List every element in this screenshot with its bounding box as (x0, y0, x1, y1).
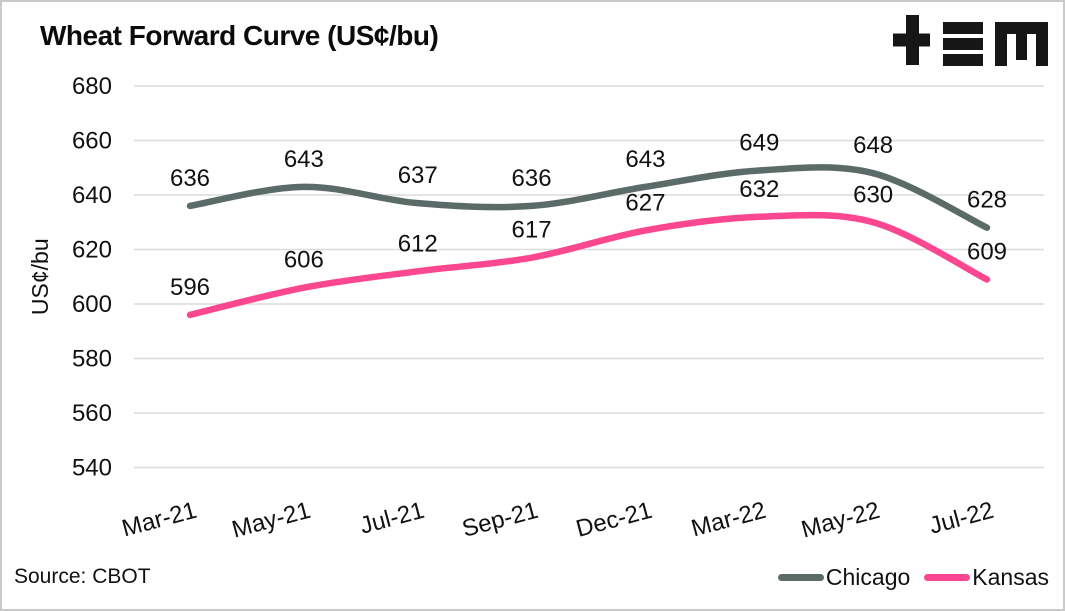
data-label-chicago: 636 (170, 165, 210, 192)
y-axis-label: US¢/bu (27, 238, 53, 315)
x-tick-label: Sep-21 (459, 497, 541, 543)
y-tick-label: 600 (72, 291, 112, 318)
y-tick-label: 660 (72, 128, 112, 155)
data-label-chicago: 628 (967, 187, 1007, 214)
data-label-kansas: 596 (170, 274, 210, 301)
y-tick-label: 680 (72, 73, 112, 100)
x-tick-label: Jul-22 (926, 497, 996, 540)
data-label-kansas: 609 (967, 238, 1007, 265)
data-label-chicago: 637 (398, 162, 438, 189)
x-tick-label: Dec-21 (573, 497, 655, 543)
chicago-line-swatch (777, 574, 824, 581)
x-tick-label: May-21 (229, 497, 313, 544)
data-label-chicago: 636 (512, 165, 552, 192)
kansas-line-swatch (924, 574, 971, 581)
x-tick-label: Mar-21 (119, 497, 199, 543)
y-tick-label: 560 (72, 400, 112, 427)
data-label-kansas: 617 (512, 217, 552, 244)
y-tick-label: 580 (72, 346, 112, 373)
data-label-chicago: 649 (739, 129, 779, 156)
x-tick-label: Jul-21 (357, 497, 427, 540)
chart-legend: Chicago Kansas (777, 564, 1049, 591)
data-label-chicago: 643 (625, 146, 665, 173)
legend-item-kansas: Kansas (924, 564, 1049, 591)
series-line-chicago (186, 164, 991, 231)
y-tick-label: 540 (72, 455, 112, 482)
y-tick-label: 640 (72, 182, 112, 209)
x-tick-label: Mar-22 (688, 497, 768, 543)
chart-title: Wheat Forward Curve (US¢/bu) (40, 20, 439, 51)
x-tick-label: May-22 (798, 497, 882, 544)
data-label-kansas: 632 (739, 176, 779, 203)
data-label-chicago: 648 (853, 132, 893, 159)
data-label-chicago: 643 (284, 146, 324, 173)
data-label-kansas: 606 (284, 247, 324, 274)
source-note: Source: CBOT (14, 565, 151, 588)
y-tick-label: 620 (72, 237, 112, 264)
data-label-kansas: 627 (625, 189, 665, 216)
legend-item-chicago: Chicago (777, 564, 911, 591)
legend-label-chicago: Chicago (825, 564, 911, 590)
tem-logo-icon (893, 15, 1048, 66)
data-label-kansas: 630 (853, 181, 893, 208)
series-line-kansas (186, 211, 991, 319)
legend-label-kansas: Kansas (972, 564, 1049, 590)
data-label-kansas: 612 (398, 230, 438, 257)
